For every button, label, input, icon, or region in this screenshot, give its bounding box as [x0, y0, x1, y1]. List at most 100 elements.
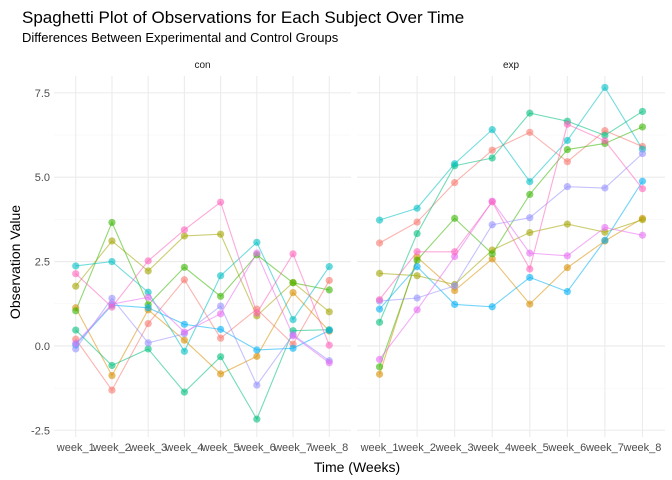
data-point-con-1-3 — [144, 320, 152, 328]
data-point-exp-4-6 — [563, 145, 571, 154]
data-point-con-10-5 — [217, 198, 225, 206]
data-point-exp-5-1 — [375, 318, 384, 326]
series-line-con-10 — [75, 201, 330, 346]
data-point-con-7-5 — [217, 325, 225, 333]
data-point-exp-3-5 — [526, 228, 534, 237]
data-point-con-10-4 — [180, 226, 188, 234]
series-line-con-5 — [75, 329, 330, 421]
data-point-exp-2-4 — [488, 255, 496, 263]
data-point-exp-1-3 — [451, 179, 459, 187]
y-axis-title: Observation Value — [7, 205, 23, 319]
series-line-con-3 — [75, 233, 330, 317]
data-point-con-6-1 — [72, 262, 80, 270]
data-point-exp-4-4 — [488, 250, 496, 258]
x-tick-label: week_4 — [164, 442, 203, 454]
data-point-exp-7-4 — [488, 303, 496, 311]
data-point-con-2-5 — [217, 370, 225, 378]
data-point-exp-1-5 — [526, 128, 534, 136]
data-point-con-5-6 — [253, 415, 261, 423]
x-tick-label: week_8 — [623, 442, 662, 454]
data-point-exp-6-1 — [375, 216, 384, 224]
data-point-con-1-4 — [180, 276, 188, 284]
series-line-exp-6 — [379, 86, 643, 221]
data-point-exp-5-5 — [526, 109, 534, 117]
data-point-con-3-8 — [325, 308, 333, 316]
series-line-con-4 — [75, 221, 330, 312]
data-point-exp-1-4 — [488, 146, 496, 154]
data-point-exp-6-2 — [413, 204, 421, 212]
data-point-exp-7-6 — [563, 287, 571, 296]
data-point-con-4-2 — [108, 218, 116, 227]
data-point-con-4-8 — [325, 286, 333, 294]
data-point-exp-6-6 — [563, 136, 571, 145]
data-point-con-9-1 — [72, 339, 80, 347]
data-point-con-2-6 — [253, 352, 261, 360]
data-point-con-5-2 — [108, 361, 116, 370]
data-point-exp-8-4 — [488, 221, 496, 229]
data-point-con-3-2 — [108, 237, 116, 245]
data-point-exp-9-7 — [601, 223, 609, 232]
series-line-exp-4 — [379, 126, 643, 368]
data-point-exp-7-2 — [413, 263, 421, 271]
data-point-con-6-7 — [289, 315, 297, 324]
data-point-exp-6-4 — [488, 126, 496, 134]
data-point-con-8-2 — [108, 294, 116, 302]
data-point-con-10-1 — [72, 270, 80, 278]
x-tick-label: week_1 — [56, 442, 95, 454]
data-point-con-1-5 — [217, 334, 225, 342]
data-point-con-6-8 — [325, 263, 333, 271]
data-point-exp-3-8 — [638, 216, 647, 224]
data-point-exp-6-3 — [451, 160, 459, 168]
data-point-exp-9-1 — [375, 355, 384, 364]
data-point-con-6-6 — [253, 238, 261, 246]
x-tick-label: week_2 — [397, 442, 436, 454]
facet-panels: conweek_1week_2week_3week_4week_5week_6w… — [54, 60, 665, 454]
data-point-con-3-3 — [144, 267, 152, 275]
x-tick-label: week_5 — [201, 442, 240, 454]
data-point-con-8-1 — [72, 345, 80, 353]
y-tick-label: 5.0 — [35, 172, 50, 184]
data-point-exp-3-1 — [375, 269, 384, 277]
data-point-con-5-5 — [217, 353, 225, 361]
data-point-exp-10-1 — [375, 296, 384, 304]
x-tick-label: week_6 — [237, 442, 276, 454]
data-point-con-3-4 — [180, 232, 188, 240]
data-point-con-6-3 — [144, 288, 152, 296]
data-point-exp-9-8 — [638, 231, 647, 239]
data-point-con-7-4 — [180, 320, 188, 328]
series-line-con-6 — [75, 241, 330, 353]
data-point-con-3-1 — [72, 282, 80, 290]
facet-panel-con: conweek_1week_2week_3week_4week_5week_6w… — [54, 60, 351, 454]
series-line-exp-8 — [379, 153, 643, 302]
data-point-con-9-6 — [253, 249, 261, 257]
series-line-con-2 — [75, 291, 330, 377]
data-point-con-4-7 — [289, 279, 297, 287]
facet-label-exp: exp — [503, 60, 520, 71]
data-point-con-7-7 — [289, 344, 297, 352]
y-tick-label: 2.5 — [35, 257, 50, 269]
series-line-exp-5 — [379, 110, 643, 323]
data-point-con-10-6 — [253, 309, 261, 317]
data-point-con-8-3 — [144, 339, 152, 347]
x-tick-label: week_2 — [92, 442, 131, 454]
data-point-exp-4-2 — [413, 256, 421, 264]
data-point-con-5-4 — [180, 388, 188, 396]
data-point-exp-5-8 — [638, 107, 647, 116]
data-point-exp-8-8 — [638, 149, 647, 158]
x-tick-label: week_4 — [472, 442, 511, 454]
data-point-exp-7-3 — [451, 300, 459, 309]
x-tick-label: week_6 — [547, 442, 586, 454]
data-point-exp-6-7 — [601, 83, 609, 92]
data-point-con-4-5 — [217, 292, 225, 300]
data-point-exp-6-5 — [526, 178, 534, 186]
series-line-exp-2 — [379, 217, 643, 375]
data-point-exp-4-1 — [375, 363, 384, 371]
x-tick-label: week_3 — [435, 442, 474, 454]
data-point-exp-1-2 — [413, 218, 421, 226]
data-point-exp-7-8 — [638, 177, 647, 185]
data-point-con-2-2 — [108, 371, 116, 380]
data-point-exp-4-3 — [451, 214, 459, 222]
data-point-exp-3-6 — [563, 220, 571, 228]
